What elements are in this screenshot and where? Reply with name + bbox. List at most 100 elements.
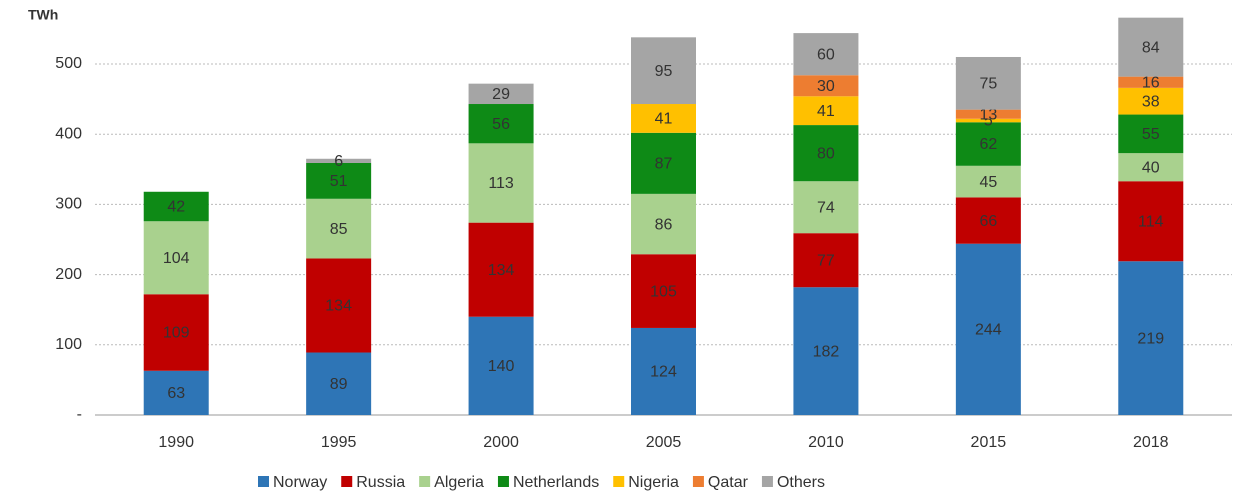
bar-segment — [1118, 17, 1184, 77]
data-label: 182 — [813, 343, 840, 360]
legend-label: Russia — [356, 474, 405, 491]
legend-swatch — [419, 476, 431, 487]
bar-segment — [1118, 153, 1184, 182]
data-label: 56 — [492, 116, 510, 133]
x-tick-label: 2005 — [646, 434, 682, 451]
bar-segment — [793, 96, 859, 126]
bar-segment — [631, 193, 696, 255]
data-label: 6 — [334, 153, 343, 170]
legend-label: Netherlands — [513, 474, 599, 491]
data-label: 244 — [975, 322, 1002, 339]
data-label: 41 — [655, 111, 673, 128]
data-label: 41 — [817, 103, 835, 120]
data-label: 29 — [492, 86, 510, 103]
data-label: 30 — [817, 78, 835, 95]
data-label: 124 — [650, 364, 677, 381]
legend-swatch — [692, 476, 704, 487]
legend-swatch — [497, 476, 509, 487]
legend-label: Qatar — [708, 474, 749, 491]
data-label: 85 — [330, 221, 348, 238]
legend-swatch — [258, 476, 269, 487]
y-tick-label: - — [77, 406, 82, 423]
bar-segment — [631, 254, 696, 328]
data-label: 104 — [163, 250, 190, 267]
bar-segment — [1118, 87, 1184, 115]
data-label: 109 — [163, 325, 190, 342]
x-tick-label: 2015 — [971, 434, 1007, 451]
bar-segment — [955, 109, 1021, 119]
bar-segment — [1118, 181, 1184, 262]
bar-segment — [631, 104, 696, 133]
bar-segment — [793, 181, 859, 234]
data-label: 134 — [488, 262, 515, 279]
bar-segment — [143, 191, 209, 222]
bar-segment — [1118, 261, 1184, 415]
legend-label: Others — [777, 474, 825, 491]
bar-segment — [955, 165, 1021, 198]
legend-label: Norway — [273, 474, 327, 491]
data-label: 89 — [330, 376, 348, 393]
bar-segment — [306, 158, 372, 163]
y-tick-label: 200 — [55, 266, 82, 283]
bar-segment — [955, 243, 1021, 415]
y-tick-label: 300 — [55, 196, 82, 213]
y-tick-label: 500 — [55, 55, 82, 72]
data-label: 63 — [167, 385, 185, 402]
bar-segment — [793, 33, 859, 76]
data-label: 113 — [488, 175, 514, 192]
bar-segment — [955, 197, 1021, 244]
data-label: 38 — [1142, 93, 1160, 110]
data-label: 55 — [1142, 126, 1160, 143]
bar-segment — [306, 162, 372, 199]
bar-segment — [955, 122, 1021, 166]
data-label: 84 — [1142, 39, 1160, 56]
bar-segment — [306, 258, 372, 353]
legend-label: Nigeria — [628, 474, 679, 491]
legend-swatch — [613, 476, 625, 487]
bar-segment — [468, 104, 534, 144]
bar-segment — [1118, 114, 1184, 154]
bar-segment — [955, 118, 1021, 123]
bar-segment — [468, 83, 534, 105]
data-label: 42 — [167, 199, 185, 216]
data-label: 51 — [330, 173, 348, 190]
bar-segment — [468, 316, 534, 415]
data-label: 87 — [655, 156, 673, 173]
y-tick-label: 400 — [55, 125, 82, 142]
data-label: 86 — [655, 216, 673, 233]
bar-segment — [143, 294, 209, 371]
data-label: 16 — [1142, 74, 1160, 91]
data-label: 77 — [817, 252, 835, 269]
data-label: 95 — [655, 63, 673, 80]
data-label: 114 — [1138, 213, 1164, 230]
data-label: 5 — [984, 113, 993, 130]
legend-label: Algeria — [434, 474, 484, 491]
bar-segment — [631, 37, 696, 105]
bar-segment — [793, 287, 859, 415]
bar-segment — [955, 56, 1021, 110]
data-label: 74 — [817, 199, 835, 216]
x-tick-label: 2010 — [808, 434, 844, 451]
bar-segment — [631, 327, 696, 415]
bar-segment — [143, 221, 209, 295]
data-label: 80 — [817, 145, 835, 162]
bar-segment — [143, 370, 209, 415]
data-label: 66 — [979, 213, 997, 230]
data-label: 40 — [1142, 159, 1160, 176]
bar-segment — [306, 198, 372, 259]
bar-segment — [306, 352, 372, 415]
x-tick-label: 1995 — [321, 434, 357, 451]
data-label: 219 — [1137, 330, 1164, 347]
data-label: 13 — [979, 106, 997, 123]
data-label: 75 — [979, 76, 997, 93]
bar-segment — [468, 222, 534, 317]
bar-segment — [631, 132, 696, 194]
x-tick-label: 2000 — [483, 434, 519, 451]
x-tick-label: 1990 — [158, 434, 194, 451]
data-label: 60 — [817, 46, 835, 63]
bar-segment — [793, 233, 859, 288]
data-label: 140 — [488, 358, 515, 375]
data-label: 134 — [325, 298, 352, 315]
data-label: 45 — [979, 174, 997, 191]
